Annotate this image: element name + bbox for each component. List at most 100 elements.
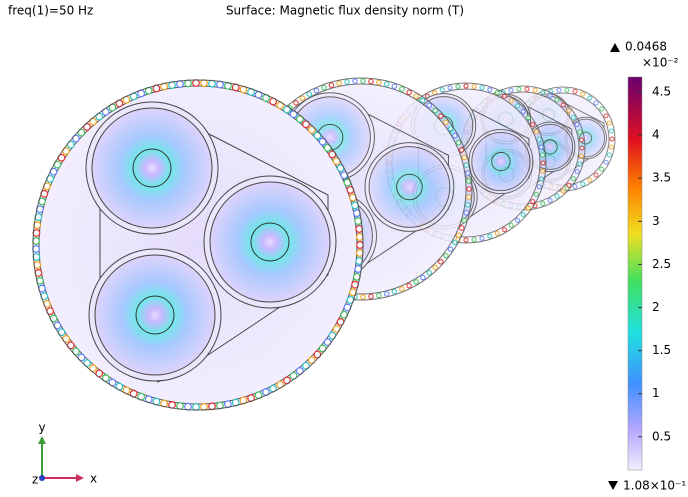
armour-wire <box>603 113 609 119</box>
armour-wire <box>336 80 343 87</box>
conductor <box>250 222 290 262</box>
armour-wire <box>587 95 593 101</box>
armour-wire <box>465 194 472 200</box>
armour-wire <box>461 217 468 224</box>
armour-wire <box>391 83 398 90</box>
armour-wire <box>514 217 521 223</box>
colorbar-exponent: ×10⁻² <box>642 56 679 70</box>
armour-wire <box>293 99 299 106</box>
armour-wire <box>192 79 200 87</box>
armour-wire <box>355 249 364 257</box>
armour-wire <box>426 102 433 109</box>
colorbar-tick-label: 1 <box>652 386 660 400</box>
armour-wire <box>494 230 500 236</box>
colorbar-tick-label: 1.5 <box>652 343 671 357</box>
armour-wire <box>466 186 472 192</box>
z-axis-dot <box>39 475 45 481</box>
armour-wire <box>539 168 546 174</box>
core <box>94 254 216 376</box>
armour-wire <box>200 402 208 411</box>
armour-wire <box>599 106 605 112</box>
armour-wire <box>599 166 605 172</box>
armour-wire <box>580 91 586 97</box>
armour-wire <box>536 184 542 190</box>
armour-wire <box>508 222 514 228</box>
armour-wire <box>313 87 320 94</box>
armour-wire <box>368 78 374 85</box>
armour-wire <box>406 282 412 289</box>
armour-wire <box>313 131 322 140</box>
armour-wire <box>572 183 578 190</box>
armour-wire <box>432 90 438 96</box>
armour-wire <box>538 176 544 182</box>
colorbar <box>627 76 643 471</box>
armour-wire <box>508 87 514 93</box>
armour-wire <box>578 137 585 143</box>
min-marker <box>608 481 618 490</box>
colorbar-max: 0.0468 <box>625 40 667 54</box>
armour-wire <box>577 129 583 135</box>
armour-wire <box>494 90 500 96</box>
armour-wire <box>200 79 208 88</box>
frequency-label: freq(1)=50 Hz <box>8 4 93 18</box>
x-axis-label: x <box>90 472 97 486</box>
armour-wire <box>463 209 470 216</box>
armour-wire <box>32 245 40 253</box>
armour-wire <box>593 100 599 106</box>
armour-wire <box>501 227 508 233</box>
armour-wire <box>564 87 570 93</box>
armour-wire <box>455 83 461 90</box>
armour-wire <box>452 132 458 139</box>
armour-wire <box>432 107 439 114</box>
armour-wire <box>579 145 585 151</box>
armour-wire <box>376 79 382 86</box>
armour-wire <box>566 108 572 114</box>
armour-wire <box>572 88 578 95</box>
armour-wire <box>420 274 426 281</box>
armour-wire <box>447 85 453 91</box>
armour-wire <box>455 232 462 239</box>
armour-wire <box>458 147 465 153</box>
armour-wire <box>458 225 465 231</box>
armour-wire <box>465 170 471 176</box>
armour-wire <box>533 191 539 197</box>
armour-wire <box>608 128 614 134</box>
armour-wire <box>77 128 86 137</box>
core <box>368 146 451 228</box>
armour-wire <box>560 102 566 108</box>
armour-wire <box>461 154 468 161</box>
armour-wire <box>516 86 522 92</box>
armour-wire <box>465 202 471 208</box>
armour-wire <box>77 353 86 362</box>
armour-wire <box>520 211 526 218</box>
armour-wire <box>463 162 470 169</box>
armour-wire <box>501 93 508 99</box>
armour-wire <box>455 139 462 146</box>
armour-wire <box>487 233 493 239</box>
armour-wire <box>72 347 80 356</box>
armour-wire <box>32 237 40 245</box>
armour-wire <box>406 89 412 96</box>
armour-wire <box>32 229 41 237</box>
colorbar-tick-label: 3.5 <box>652 171 671 185</box>
colorbar-tick-label: 3 <box>652 214 660 228</box>
armour-wire <box>580 181 586 187</box>
colorbar-tick-label: 4.5 <box>652 85 671 99</box>
armour-wire <box>443 252 449 259</box>
armour-wire <box>487 87 493 93</box>
armour-wire <box>391 288 398 295</box>
armour-wire <box>540 200 546 207</box>
armour-wire <box>72 134 80 143</box>
armour-wire <box>554 97 560 103</box>
y-axis-label: y <box>38 421 45 435</box>
armour-wire <box>306 91 313 97</box>
armour-wire <box>570 114 577 120</box>
armour-wire <box>399 286 405 292</box>
armour-wire <box>532 87 538 93</box>
armour-wire <box>479 235 485 241</box>
armour-wire <box>432 264 439 271</box>
armour-wire <box>593 172 599 178</box>
armour-wire <box>307 356 316 365</box>
armour-wire <box>83 123 91 131</box>
